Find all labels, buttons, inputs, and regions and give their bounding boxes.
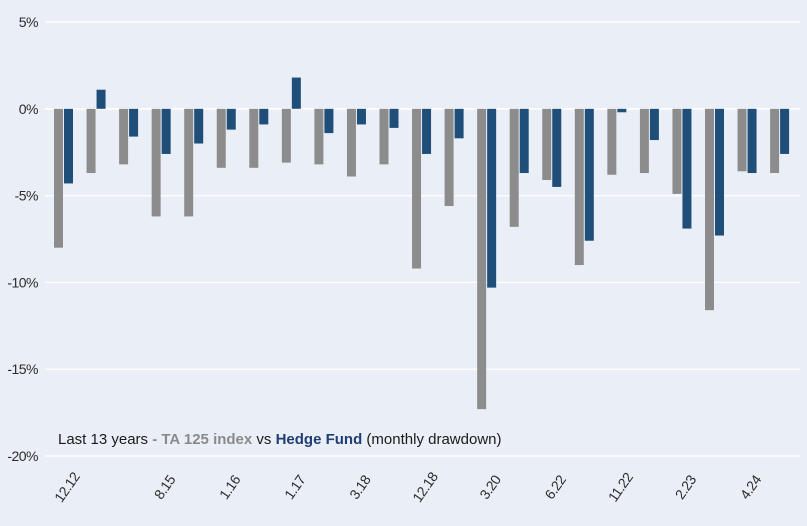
hedge-fund-bar — [682, 108, 692, 229]
hedge-fund-bar — [389, 108, 399, 128]
hedge-fund-bar — [617, 108, 627, 113]
hedge-fund-bar — [715, 108, 724, 236]
ta125-bar — [574, 108, 584, 266]
x-tick-label: 2.23 — [672, 472, 700, 502]
bars — [54, 77, 790, 410]
caption-prefix: Last 13 years — [58, 431, 153, 448]
hedge-fund-bar — [226, 108, 236, 130]
ta125-bar — [119, 108, 129, 165]
y-tick-label: -5% — [15, 188, 38, 204]
hedge-fund-bar — [129, 108, 139, 137]
hedge-fund-bar — [552, 108, 562, 187]
hedge-fund-bar — [519, 108, 529, 174]
hedge-fund-bar — [324, 108, 334, 134]
hedge-fund-bar — [259, 108, 269, 125]
hedge-fund-bar — [291, 77, 301, 109]
x-tick-label: 3.18 — [346, 472, 374, 502]
hedge-fund-bar — [649, 108, 659, 141]
hedge-fund-bar — [454, 108, 464, 139]
hedge-fund-bar — [780, 108, 790, 154]
hedge-fund-bar — [64, 108, 73, 184]
ta125-bar — [705, 108, 714, 311]
ta125-bar — [281, 108, 291, 163]
y-tick-label: -15% — [7, 361, 38, 377]
ta125-bar — [151, 108, 161, 217]
ta125-bar — [54, 108, 63, 248]
x-tick-label: 11.22 — [605, 469, 637, 505]
gridlines — [45, 21, 800, 457]
ta125-bar — [770, 108, 780, 174]
ta125-bar — [444, 108, 454, 207]
hedge-fund-bar — [487, 108, 497, 288]
y-axis: 5% 0% -5% -10% -15% -20% — [7, 14, 38, 464]
x-axis: 12.12 8.15 1.16 1.17 3.18 12.18 3.20 6.22 11.22 2… — [51, 469, 765, 505]
ta125-bar — [216, 108, 226, 168]
chart-caption: Last 13 years - TA 125 index vs Hedge Fu… — [58, 431, 501, 448]
x-tick-label: 1.17 — [281, 472, 309, 502]
hedge-fund-bar — [161, 108, 171, 154]
ta125-bar — [314, 108, 324, 165]
x-tick-label: 12.18 — [409, 469, 441, 505]
ta125-bar — [249, 108, 259, 168]
ta125-bar — [412, 108, 422, 269]
caption-suffix: (monthly drawdown) — [362, 431, 502, 448]
ta125-bar — [86, 108, 96, 174]
caption-ta125-label: - TA 125 index — [152, 431, 253, 448]
ta125-bar — [477, 108, 487, 410]
x-tick-label: 8.15 — [151, 472, 179, 502]
x-tick-label: 6.22 — [541, 472, 569, 502]
hedge-fund-bar — [96, 89, 106, 109]
y-tick-label: 0% — [19, 101, 38, 117]
ta125-bar — [639, 108, 649, 174]
hedge-fund-bar — [422, 108, 432, 154]
ta125-bar — [184, 108, 194, 217]
hedge-fund-bar — [356, 108, 366, 125]
ta125-bar — [379, 108, 389, 165]
y-tick-label: -20% — [7, 448, 38, 464]
y-tick-label: 5% — [19, 14, 38, 30]
caption-vs: vs — [252, 431, 276, 448]
hedge-fund-bar — [584, 108, 594, 241]
hedge-fund-bar — [747, 108, 757, 174]
ta125-bar — [346, 108, 356, 177]
ta125-bar — [737, 108, 747, 172]
ta125-bar — [607, 108, 617, 175]
x-tick-label: 1.16 — [216, 472, 244, 502]
ta125-bar — [509, 108, 519, 227]
y-tick-label: -10% — [7, 274, 38, 290]
ta125-bar — [672, 108, 682, 194]
caption-hedge-fund-label: Hedge Fund — [275, 431, 363, 448]
x-tick-label: 12.12 — [51, 469, 83, 505]
ta125-bar — [542, 108, 552, 180]
x-tick-label: 4.24 — [737, 472, 765, 502]
hedge-fund-bar — [194, 108, 204, 144]
x-tick-label: 3.20 — [476, 472, 504, 502]
